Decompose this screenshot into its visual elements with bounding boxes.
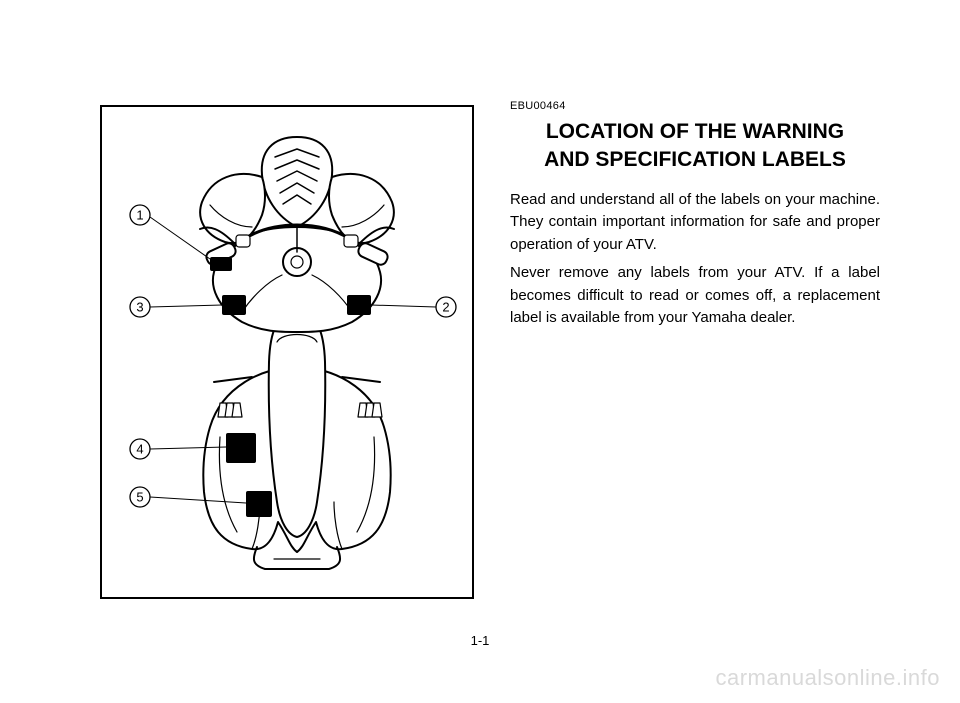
callout-1: 1 <box>130 205 150 225</box>
page: 1 3 2 4 5 EB <box>0 0 960 703</box>
callout-3: 3 <box>130 297 150 317</box>
callout-4: 4 <box>130 439 150 459</box>
title-line-2: AND SPECIFICATION LABELS <box>544 148 846 171</box>
watermark: carmanualsonline.info <box>715 665 940 691</box>
callout-3-label: 3 <box>136 300 143 315</box>
callout-1-label: 1 <box>136 208 143 223</box>
paragraph-1: Read and understand all of the labels on… <box>510 189 880 257</box>
text-column: EBU00464 LOCATION OF THE WARNING AND SPE… <box>510 100 880 336</box>
title-line-1: LOCATION OF THE WARNING <box>546 120 844 143</box>
callout-2: 2 <box>436 297 456 317</box>
callout-5: 5 <box>130 487 150 507</box>
callout-5-label: 5 <box>136 490 143 505</box>
section-title: LOCATION OF THE WARNING AND SPECIFICATIO… <box>510 118 880 175</box>
paragraph-2: Never remove any labels from your ATV. I… <box>510 262 880 330</box>
callout-4-label: 4 <box>136 442 143 457</box>
page-number: 1-1 <box>0 633 960 648</box>
callout-2-label: 2 <box>442 300 449 315</box>
doc-code: EBU00464 <box>510 100 880 112</box>
atv-label-location-figure: 1 3 2 4 5 <box>100 105 474 599</box>
